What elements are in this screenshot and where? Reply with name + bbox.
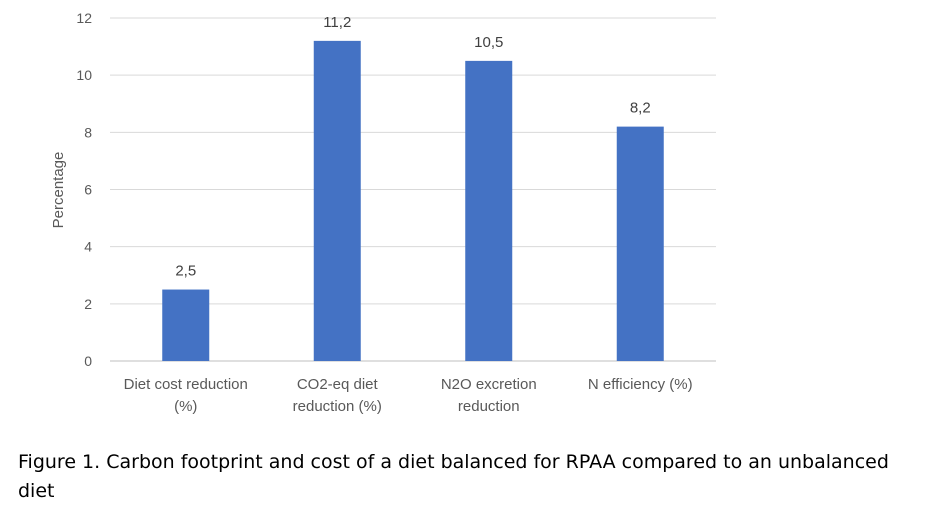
y-tick-label: 6	[84, 182, 92, 198]
y-tick-label: 8	[84, 124, 92, 140]
bar	[616, 126, 664, 361]
data-label: 2,5	[175, 263, 196, 280]
x-tick-label: (%)	[174, 398, 197, 415]
figure-caption: Figure 1. Carbon footprint and cost of a…	[18, 451, 889, 502]
x-axis-categories: Diet cost reduction (%) CO2-eq diet reducti…	[124, 376, 693, 415]
y-tick-label: 2	[84, 296, 92, 312]
y-tick-label: 0	[84, 353, 92, 369]
x-tick-label: N2O excretion	[441, 376, 537, 393]
y-tick-label: 12	[76, 10, 92, 26]
bar	[162, 289, 210, 361]
x-tick-label: N efficiency (%)	[588, 376, 693, 393]
y-axis-ticks: 0 2 4 6 8 10 12	[76, 10, 92, 369]
bar-chart: 0 2 4 6 8 10 12 2,5 11,2 10,5 8,2 Diet cost reduc…	[50, 10, 716, 415]
x-tick-label: reduction (%)	[293, 398, 382, 415]
bar	[465, 60, 513, 361]
y-axis-label: Percentage	[50, 152, 67, 229]
data-label: 10,5	[474, 34, 503, 51]
data-labels: 2,5 11,2 10,5 8,2	[175, 14, 650, 280]
x-tick-label: reduction	[458, 398, 520, 415]
y-tick-label: 10	[76, 67, 92, 83]
data-label: 8,2	[630, 100, 651, 117]
gridlines	[110, 17, 716, 362]
x-tick-label: Diet cost reduction	[124, 376, 248, 393]
data-label: 11,2	[323, 14, 351, 31]
y-tick-label: 4	[84, 239, 92, 255]
x-tick-label: CO2-eq diet	[297, 376, 379, 393]
bar	[313, 40, 361, 361]
bars	[162, 40, 664, 361]
